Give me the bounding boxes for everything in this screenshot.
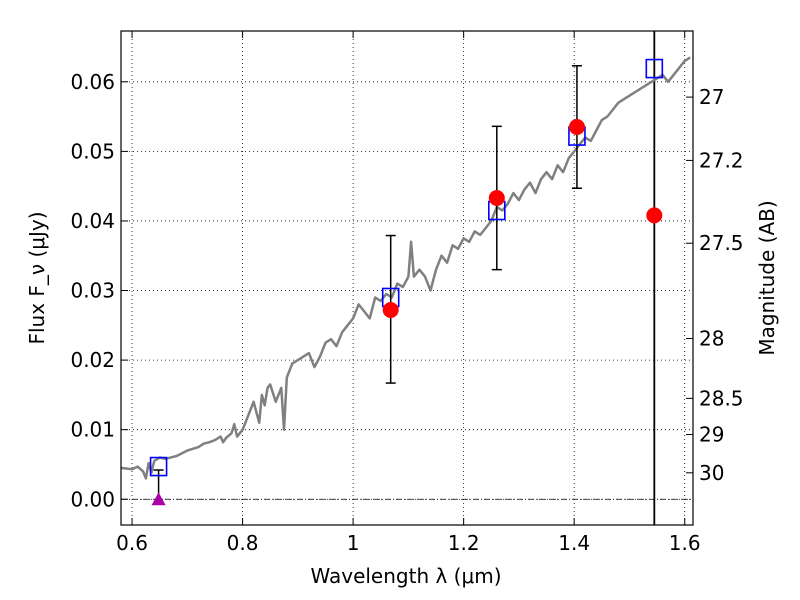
x-tick-label: 1.6	[669, 531, 701, 555]
y2-tick-label: 28	[699, 327, 724, 351]
x-tick-label: 1.2	[448, 531, 480, 555]
y-tick-label: 0.03	[70, 279, 115, 303]
y-axis-title: Flux F_ν (μJy)	[25, 211, 49, 344]
circle-marker	[382, 302, 399, 319]
model-spectrum	[120, 56, 691, 480]
x-tick-label: 0.6	[116, 531, 148, 555]
circle-marker	[488, 189, 505, 206]
y-tick-label: 0.04	[70, 209, 115, 233]
y2-tick-label: 29	[699, 423, 724, 447]
x-axis-title: Wavelength λ (μm)	[310, 564, 501, 588]
data-markers	[149, 58, 664, 506]
reference-lines	[121, 31, 693, 525]
y-tick-label: 0.01	[70, 418, 115, 442]
y-tick-label: 0.06	[70, 70, 115, 94]
y-tick-label: 0.02	[70, 348, 115, 372]
model-spectrum-line	[120, 56, 691, 480]
y2-tick-label: 28.5	[699, 386, 744, 410]
y-tick-label: 0.05	[70, 139, 115, 163]
y2-axis-title: Magnitude (AB)	[755, 200, 779, 355]
y2-tick-label: 30	[699, 461, 724, 485]
y2-tick-label: 27	[699, 85, 724, 109]
circle-marker	[646, 207, 663, 224]
x-tick-label: 1.4	[558, 531, 590, 555]
square-marker	[149, 456, 168, 477]
x-tick-label: 0.8	[227, 531, 259, 555]
x-tick-label: 1	[347, 531, 360, 555]
square-marker	[645, 58, 664, 79]
triangle-marker	[151, 492, 166, 506]
plot-frame	[120, 30, 694, 526]
circle-marker	[568, 119, 585, 136]
y-tick-label: 0.00	[70, 487, 115, 511]
axis-ticks: 0.6 0.8 1 1.2 1.4 1.6 0.00 0.01 0.02 0.03 0.04 0.05…	[70, 31, 744, 555]
y2-tick-label: 27.5	[699, 231, 744, 255]
y2-tick-label: 27.2	[699, 148, 744, 172]
